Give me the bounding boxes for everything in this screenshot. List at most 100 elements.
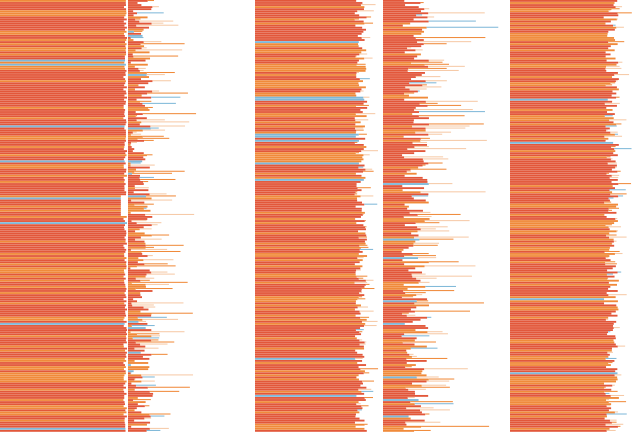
- bar-p4-r75: [382, 152, 415, 155]
- bar-p1-r75: [0, 152, 126, 155]
- bar-p4-r175: [382, 357, 407, 360]
- bar-p2-r137: [127, 279, 141, 282]
- bar-p4-r192: [382, 392, 416, 395]
- bar-p5-r157: [509, 320, 617, 323]
- panel-1: [0, 0, 128, 432]
- bar-p5-r124: [509, 253, 615, 255]
- bar-p2-r50: [127, 100, 140, 103]
- bar-p2-r131: [127, 267, 131, 270]
- tail-p3-r162: [359, 331, 363, 333]
- tail-p5-r201: [614, 411, 618, 413]
- bar-p2-r123: [127, 250, 142, 253]
- bar-p4-r158: [382, 322, 405, 325]
- bar-p2-r30: [127, 59, 146, 62]
- tail-p4-r162: [427, 331, 443, 333]
- tail-p5-r118: [613, 240, 617, 242]
- bar-p5-r129: [509, 263, 606, 266]
- bar-p5-r142: [509, 290, 618, 292]
- bar-p3-r176: [254, 360, 363, 362]
- bar-p1-r126: [0, 257, 127, 259]
- tail-p2-r88: [140, 178, 176, 180]
- bar-p3-r173: [254, 353, 363, 356]
- bar-p2-r108: [127, 220, 132, 222]
- bar-p3-r157: [254, 320, 362, 323]
- bar-p3-r198: [254, 405, 362, 408]
- bar-p4-r12: [382, 22, 411, 25]
- bar-p4-r191: [382, 390, 415, 393]
- bar-p1-r193: [0, 394, 125, 397]
- bar-p1-r137: [0, 279, 125, 282]
- bar-p5-r65: [509, 131, 611, 134]
- bar-p5-r202: [509, 413, 607, 416]
- tail-p3-r74: [361, 150, 378, 152]
- bar-p4-r58: [382, 117, 429, 120]
- bar-p3-r161: [254, 329, 356, 331]
- bar-p4-r33: [382, 65, 429, 68]
- bar-p1-r207: [0, 423, 126, 426]
- bar-p2-r15: [127, 28, 144, 31]
- tail-p3-r94: [355, 191, 358, 193]
- bar-p2-r105: [127, 213, 146, 216]
- tail-p2-r139: [145, 283, 169, 285]
- bar-p2-r100: [127, 203, 135, 206]
- bar-p1-r144: [0, 294, 126, 297]
- bar-p2-r24: [127, 47, 142, 50]
- bar-p1-r34: [0, 67, 125, 70]
- tail-p4-r134: [411, 273, 426, 275]
- bar-p1-r104: [0, 211, 121, 214]
- bar-p3-r19: [254, 37, 362, 39]
- bar-p2-r87: [127, 176, 140, 179]
- tail-p4-r189: [405, 386, 450, 388]
- bar-p4-r201: [382, 411, 422, 414]
- bar-p5-r177: [509, 362, 609, 364]
- bar-p2-r7: [127, 12, 137, 15]
- bar-p2-r115: [127, 234, 152, 237]
- bar-p4-r10: [382, 18, 414, 21]
- tail-p5-r123: [604, 250, 620, 252]
- bar-p1-r72: [0, 146, 125, 148]
- bar-p5-r117: [509, 238, 614, 241]
- bar-p1-r123: [0, 250, 126, 253]
- tail-p2-r102: [143, 207, 147, 209]
- bar-p2-r120: [127, 244, 146, 247]
- bar-p3-r107: [254, 218, 356, 220]
- bar-p1-r172: [0, 351, 127, 354]
- bar-p2-r33: [127, 65, 135, 68]
- bar-p2-r175: [127, 357, 150, 360]
- bar-p3-r79: [254, 160, 362, 163]
- bar-p4-r135: [382, 275, 413, 278]
- bar-p1-r150: [0, 306, 125, 309]
- tail-p2-r183: [141, 374, 194, 376]
- bar-p5-r12: [509, 22, 606, 25]
- bar-p5-r81: [509, 164, 617, 167]
- bar-p2-r54: [127, 109, 150, 111]
- tail-p2-r76: [146, 154, 153, 156]
- bar-p5-r168: [509, 343, 616, 346]
- bar-p1-r189: [0, 386, 126, 389]
- bar-p5-r181: [509, 370, 616, 373]
- tail-p4-r62: [412, 125, 470, 127]
- tail-p5-r144: [608, 294, 627, 296]
- bar-p5-r11: [509, 20, 611, 23]
- bar-p3-r17: [254, 32, 362, 35]
- bar-p3-r185: [254, 378, 359, 381]
- tail-p4-r194: [407, 397, 415, 399]
- bar-p4-r50: [382, 100, 426, 103]
- bar-p3-r191: [254, 390, 362, 393]
- bar-p5-r46: [509, 92, 617, 95]
- bar-p3-r195: [254, 399, 366, 401]
- tail-p4-r116: [414, 236, 469, 238]
- tail-p5-r65: [610, 131, 618, 133]
- tail-p4-r109: [415, 222, 440, 224]
- bar-p5-r7: [509, 12, 618, 15]
- bar-p4-r90: [382, 183, 429, 185]
- bar-p1-r188: [0, 384, 124, 387]
- bar-p5-r118: [509, 240, 614, 243]
- bar-p1-r46: [0, 92, 127, 95]
- bar-p3-r200: [254, 409, 358, 412]
- bar-p1-r59: [0, 119, 127, 122]
- tail-p5-r51: [604, 102, 620, 104]
- bar-p2-r116: [127, 236, 141, 239]
- bar-p1-r16: [0, 30, 127, 33]
- tail-p2-r136: [135, 277, 155, 279]
